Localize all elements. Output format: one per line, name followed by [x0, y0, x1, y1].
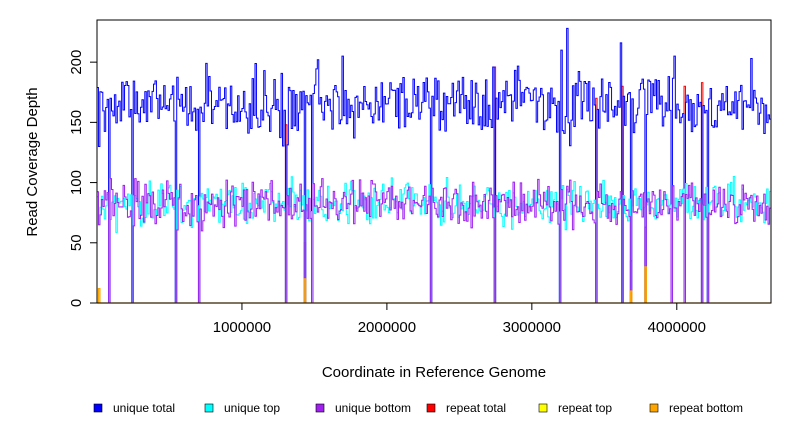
legend-item: repeat bottom	[649, 401, 743, 415]
x-axis-label: Coordinate in Reference Genome	[322, 364, 546, 381]
legend-swatch	[204, 403, 214, 413]
x-tick-label: 2000000	[358, 319, 416, 336]
legend-swatch	[93, 403, 103, 413]
x-axis: 1000000 2000000 3000000 4000000	[213, 302, 706, 336]
x-tick-label: 1000000	[213, 319, 271, 336]
series-line-unique-total	[97, 27, 772, 304]
series-layer	[97, 27, 772, 304]
legend-item: unique bottom	[315, 401, 411, 415]
legend-item: repeat top	[538, 401, 612, 415]
y-tick-label: 150	[68, 110, 85, 135]
legend-swatch	[426, 403, 436, 413]
legend-swatch	[649, 403, 659, 413]
y-tick-label: 200	[68, 50, 85, 75]
series-line-unique-bottom	[97, 178, 772, 304]
y-axis: 0 50 100 150 200	[68, 50, 98, 307]
legend-swatch	[315, 403, 325, 413]
legend-label: unique bottom	[335, 401, 411, 415]
y-axis-label: Read Coverage Depth	[24, 87, 41, 236]
legend-label: repeat total	[446, 401, 506, 415]
x-tick-label: 4000000	[648, 319, 706, 336]
y-tick-label: 0	[68, 299, 85, 307]
plot-area	[96, 19, 772, 304]
legend-item: repeat total	[426, 401, 506, 415]
legend-label: unique total	[113, 401, 175, 415]
x-tick-label: 3000000	[503, 319, 561, 336]
legend-item: unique total	[93, 401, 175, 415]
y-tick-label: 100	[68, 170, 85, 195]
y-tick-label: 50	[68, 234, 85, 251]
legend-swatch	[538, 403, 548, 413]
legend-label: unique top	[224, 401, 280, 415]
legend-label: repeat top	[558, 401, 612, 415]
legend-item: unique top	[204, 401, 280, 415]
legend: unique total unique top unique bottom repea…	[93, 401, 743, 415]
legend-label: repeat bottom	[669, 401, 743, 415]
